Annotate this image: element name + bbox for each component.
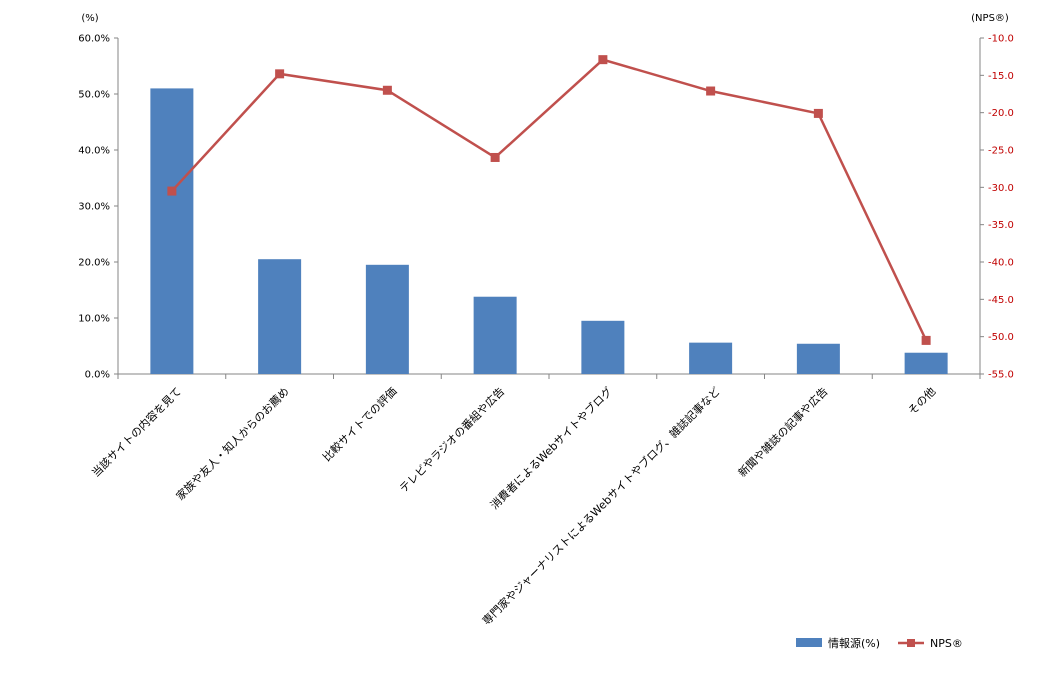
left-axis-unit: (%) (81, 13, 98, 24)
nps-point (382, 85, 392, 95)
left-tick-label: 40.0% (78, 146, 110, 157)
legend-line-marker (907, 639, 915, 647)
right-tick-label: -30.0 (988, 183, 1014, 194)
bar (150, 88, 194, 375)
left-tick-label: 30.0% (78, 202, 110, 213)
legend: 情報源(%) NPS® (796, 636, 963, 650)
right-tick-label: -20.0 (988, 108, 1014, 119)
category-label: 比較サイトでの評価 (320, 384, 400, 464)
bar (258, 259, 302, 374)
legend-line-label: NPS® (930, 637, 963, 650)
left-tick-label: 20.0% (78, 258, 110, 269)
right-tick-label: -55.0 (988, 370, 1014, 381)
left-y-axis: 0.0% 10.0% 20.0% 30.0% 40.0% 50.0% 60.0% (%) (78, 13, 119, 381)
right-tick-label: -35.0 (988, 220, 1014, 231)
line-series (167, 55, 931, 345)
category-label: その他 (906, 385, 939, 418)
bar (365, 264, 409, 374)
right-tick-label: -40.0 (988, 258, 1014, 269)
left-tick-label: 60.0% (78, 34, 110, 45)
category-label: 専門家やジャーナリストによるWebサイトやブログ、雑誌記事など (479, 384, 722, 627)
right-tick-label: -50.0 (988, 332, 1014, 343)
left-tick-label: 10.0% (78, 314, 110, 325)
right-axis-unit: (NPS®) (971, 13, 1009, 24)
nps-point (813, 108, 823, 118)
legend-bar-label: 情報源(%) (828, 636, 880, 650)
right-tick-label: -25.0 (988, 146, 1014, 157)
nps-line (170, 58, 928, 341)
left-tick-label: 50.0% (78, 90, 110, 101)
category-label: 新聞や雑誌の記事や広告 (735, 384, 830, 479)
category-label: 家族や友人・知人からのお薦め (173, 384, 292, 503)
right-tick-label: -45.0 (988, 295, 1014, 306)
right-y-axis: -55.0 -50.0 -45.0 -40.0 -35.0 -30.0 -25.0 -20.0… (971, 13, 1014, 381)
category-label: 消費者によるWebサイトやブログ (487, 384, 615, 512)
bar (473, 296, 517, 374)
bar (581, 320, 625, 374)
nps-point (275, 69, 285, 79)
bar (796, 343, 840, 374)
nps-point (490, 152, 500, 162)
legend-bar-swatch (796, 638, 822, 647)
right-tick-label: -10.0 (988, 34, 1014, 45)
right-tick-label: -15.0 (988, 71, 1014, 82)
category-label: テレビやラジオの番組や広告 (397, 385, 507, 495)
nps-point (167, 186, 177, 196)
nps-point (706, 86, 716, 96)
x-axis (117, 373, 981, 379)
nps-point (921, 335, 931, 345)
category-label: 当該サイトの内容を見て (89, 384, 184, 479)
bar-series (150, 88, 948, 375)
bar (904, 352, 948, 374)
left-tick-label: 0.0% (85, 370, 110, 381)
nps-point (598, 55, 608, 65)
bar (689, 342, 733, 374)
